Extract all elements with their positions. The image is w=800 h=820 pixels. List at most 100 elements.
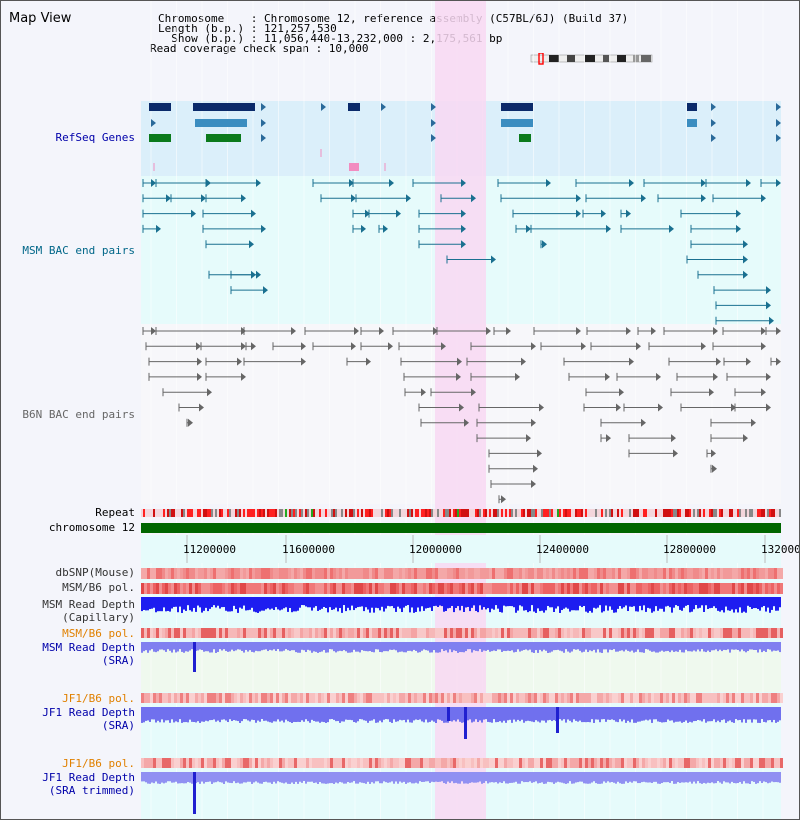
- dbsnp-cell: [180, 568, 183, 579]
- jf1-read-depth-sra-trimmed-bar: [435, 772, 437, 782]
- jf1-b6-pol-cell: [324, 693, 327, 703]
- msm-read-depth-capillary-bar: [227, 597, 229, 612]
- msm-read-depth-sra-bar: [189, 642, 191, 651]
- refseq-gene-arrow: [776, 119, 781, 127]
- jf1-read-depth-sra-trimmed-bar: [509, 772, 511, 783]
- jf1-read-depth-sra-trimmed-bar: [765, 772, 767, 783]
- jf1-read-depth-sra-bar: [229, 707, 231, 720]
- jf1-read-depth-sra-bar: [573, 707, 575, 720]
- repeat-element: [663, 509, 665, 517]
- jf1-read-depth-sra-bar: [639, 707, 641, 722]
- dbsnp-cell: [216, 568, 219, 579]
- jf1-read-depth-sra-trimmed-bar: [175, 772, 177, 782]
- msm-read-depth-capillary-bar: [739, 597, 741, 608]
- jf1-read-depth-sra-bar: [759, 707, 761, 723]
- b6n-bac-end-pair-end: [716, 357, 721, 366]
- msm-b6-pol-2-cell: [405, 628, 408, 638]
- msm-read-depth-capillary-bar: [203, 597, 205, 611]
- jf1-read-depth-sra-trimmed-bar: [481, 772, 483, 784]
- dbsnp-cell: [459, 568, 462, 579]
- jf1-b6-pol-2-cell: [246, 758, 249, 768]
- jf1-read-depth-sra-trimmed-bar: [505, 772, 507, 784]
- refseq-gene-arrow: [261, 134, 266, 142]
- jf1-read-depth-sra-bar: [295, 707, 297, 723]
- dbsnp-cell: [747, 568, 750, 579]
- jf1-read-depth-sra-bar: [179, 707, 181, 720]
- dbsnp-cell: [285, 568, 288, 579]
- jf1-b6-pol-cell: [471, 693, 474, 703]
- jf1-read-depth-sra-bar: [431, 707, 433, 721]
- msm-read-depth-sra-bar: [413, 642, 415, 650]
- b6n-bac-end-pair-end: [366, 357, 371, 366]
- msm-bac-end-pair-end: [461, 240, 466, 249]
- msm-b6-pol-2-cell: [672, 628, 675, 638]
- msm-b6-pol-2-cell: [222, 628, 225, 638]
- msm-bac-end-pair-end: [766, 286, 771, 295]
- msm-b6-pol-cell: [399, 583, 402, 594]
- msm-b6-pol-cell: [522, 583, 525, 594]
- jf1-read-depth-sra-trimmed-bar: [163, 772, 165, 784]
- jf1-read-depth-sra-trimmed-bar: [143, 772, 145, 782]
- jf1-b6-pol-cell: [156, 693, 159, 703]
- msm-read-depth-sra-bar: [485, 642, 487, 651]
- jf1-read-depth-sra-bar: [515, 707, 517, 722]
- b6n-bac-end-pair-end: [605, 372, 610, 381]
- msm-b6-pol-2-cell: [780, 628, 783, 638]
- msm-read-depth-capillary-bar: [221, 597, 223, 608]
- msm-read-depth-sra-bar: [373, 642, 375, 653]
- jf1-b6-pol-cell: [219, 693, 222, 703]
- repeat-element: [313, 509, 315, 517]
- dbsnp-cell: [213, 568, 216, 579]
- jf1-b6-pol-2-cell: [699, 758, 702, 768]
- jf1-b6-pol-2-cell: [333, 758, 336, 768]
- jf1-read-depth-sra-trimmed-bar: [483, 772, 485, 783]
- jf1-read-depth-sra-bar: [453, 707, 455, 721]
- msm-read-depth-capillary-bar: [533, 597, 535, 612]
- repeat-element: [463, 509, 465, 517]
- jf1-read-depth-sra-bar: [277, 707, 279, 720]
- jf1-read-depth-sra-trimmed-bar: [433, 772, 435, 783]
- msm-read-depth-capillary-bar: [201, 597, 203, 613]
- refseq-gene-arrow: [431, 134, 436, 142]
- msm-b6-pol-2-cell: [594, 628, 597, 638]
- msm-b6-pol-2-cell: [645, 628, 648, 638]
- msm-read-depth-capillary-bar: [363, 597, 365, 612]
- dbsnp-cell: [423, 568, 426, 579]
- jf1-b6-pol-2-cell: [678, 758, 681, 768]
- jf1-read-depth-sra-bar: [245, 707, 247, 720]
- repeat-element: [459, 509, 461, 517]
- axis-tick-label-11600000: 11600000: [282, 543, 335, 556]
- msm-b6-pol-cell: [330, 583, 333, 594]
- dbsnp-cell: [504, 568, 507, 579]
- dbsnp-cell: [222, 568, 225, 579]
- msm-read-depth-capillary-bar: [681, 597, 683, 611]
- jf1-read-depth-sra-bar: [291, 707, 293, 723]
- msm-read-depth-sra-bar: [367, 642, 369, 652]
- dbsnp-cell: [207, 568, 210, 579]
- msm-read-depth-sra-bar: [323, 642, 325, 651]
- dbsnp-cell: [528, 568, 531, 579]
- repeat-element: [621, 509, 623, 517]
- jf1-read-depth-sra-trimmed-bar: [691, 772, 693, 784]
- jf1-read-depth-sra-trimmed-bar: [391, 772, 393, 782]
- msm-b6-pol-cell: [630, 583, 633, 594]
- msm-b6-pol-2-cell: [687, 628, 690, 638]
- msm-b6-pol-cell: [744, 583, 747, 594]
- jf1-read-depth-sra-trimmed-bar: [559, 772, 561, 783]
- dbsnp-cell: [549, 568, 552, 579]
- msm-bac-end-pair-end: [256, 179, 261, 187]
- jf1-read-depth-sra-trimmed-bar: [521, 772, 523, 782]
- jf1-read-depth-sra-bar: [327, 707, 329, 723]
- jf1-b6-pol-2-cell: [576, 758, 579, 768]
- msm-read-depth-sra-bar: [643, 642, 645, 653]
- msm-b6-pol-cell: [189, 583, 192, 594]
- msm-b6-pol-cell: [525, 583, 528, 594]
- msm-read-depth-capillary-bar: [319, 597, 321, 610]
- msm-b6-pol-2-cell: [435, 628, 438, 638]
- dbsnp-cell: [381, 568, 384, 579]
- jf1-read-depth-sra-bar: [183, 707, 185, 723]
- jf1-b6-pol-cell: [759, 693, 762, 703]
- msm-read-depth-capillary-bar: [621, 597, 623, 609]
